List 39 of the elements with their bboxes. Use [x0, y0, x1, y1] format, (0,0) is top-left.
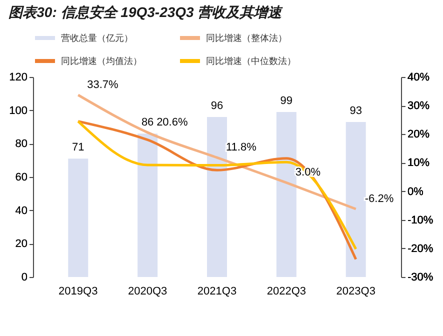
x-tick-label: 2020Q3: [128, 286, 168, 298]
y-tick-label: 100: [9, 104, 28, 117]
data-label: 71: [72, 142, 84, 154]
y2-tick-label: -10%: [408, 214, 434, 226]
data-label: -6.2%: [364, 193, 394, 205]
y2-tick-label: -20%: [408, 242, 434, 255]
x-tick-label: 2022Q3: [266, 286, 306, 298]
legend-label: 同比增速（均值法）: [61, 56, 142, 66]
bar: [207, 117, 227, 277]
y2-tick-label: -30%: [408, 272, 434, 284]
y-tick-label: 20: [15, 238, 28, 250]
bar: [68, 158, 88, 277]
y-tick-label: 120: [9, 72, 28, 84]
y2-tick-label: 10%: [408, 157, 430, 170]
legend-label: 同比增速（中位数法）: [206, 56, 296, 66]
y2-tick-label: 20%: [408, 128, 430, 141]
y-tick-label: 80: [15, 138, 28, 150]
chart-title: 图表30: 信息安全 19Q3-23Q3 营收及其增速: [8, 4, 284, 20]
data-label: 86: [141, 116, 154, 129]
y2-tick-label: 0%: [408, 186, 424, 198]
bar: [138, 134, 158, 277]
data-label: 99: [280, 95, 293, 107]
x-tick-label: 2021Q3: [197, 286, 237, 298]
x-tick-label: 2019Q3: [58, 286, 98, 298]
data-label: 96: [210, 100, 224, 112]
bar: [346, 122, 366, 277]
y-tick-label: 60: [15, 172, 28, 184]
y2-tick-label: 40%: [408, 72, 430, 84]
data-label: 20.6%: [156, 116, 188, 128]
y-tick-label: 0: [21, 272, 28, 284]
y-tick-label: 40: [15, 204, 28, 217]
y2-tick-label: 30%: [408, 100, 430, 112]
data-label: 11.8%: [226, 142, 257, 154]
bar: [276, 112, 296, 277]
data-label: 93: [350, 105, 362, 117]
legend-label: 营收总量（亿元）: [61, 33, 133, 43]
data-label: 33.7%: [87, 79, 119, 91]
x-tick-label: 2023Q3: [336, 286, 376, 298]
legend-label: 同比增速（整体法）: [206, 33, 287, 43]
